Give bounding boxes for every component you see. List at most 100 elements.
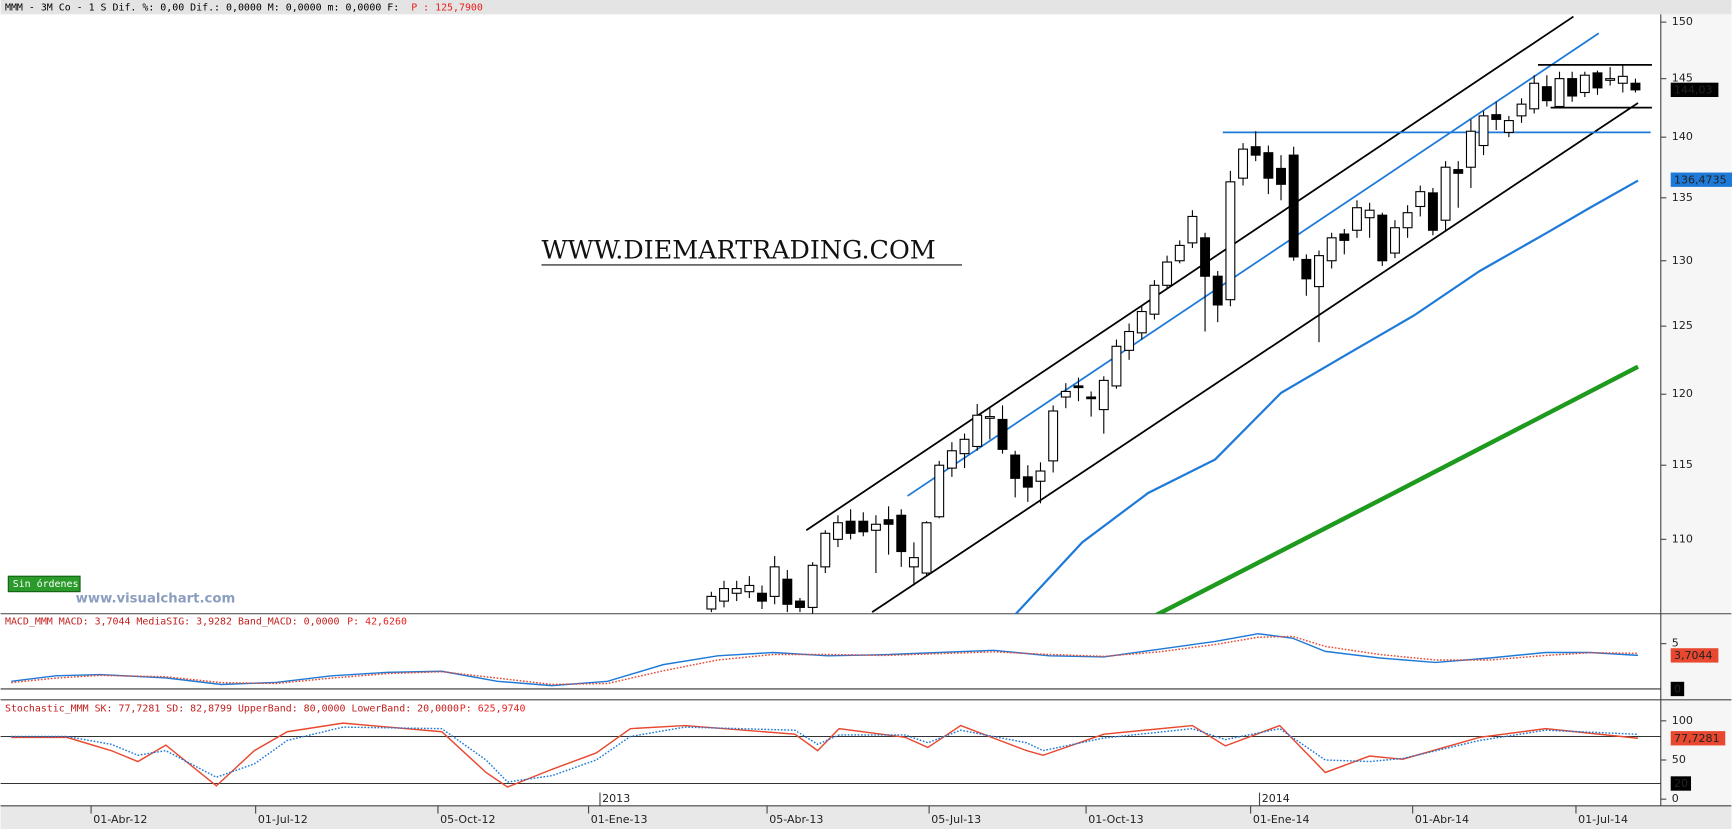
candle-body — [1225, 181, 1236, 301]
header-bar — [0, 0, 1732, 15]
status-button[interactable] — [7, 575, 81, 593]
indicator-line — [11, 635, 1639, 686]
candle-body — [1630, 82, 1641, 91]
axis-marker — [1670, 82, 1719, 98]
candle-body — [946, 450, 957, 469]
y-tick-label: 50 — [1672, 753, 1686, 766]
candle-body — [1200, 237, 1211, 277]
plot-area — [0, 722, 1661, 788]
axis-marker — [1670, 776, 1692, 791]
y-tick-label: 100 — [1672, 714, 1693, 727]
price-axis-area — [1660, 14, 1732, 806]
symbol-header: MMM - 3M Co - 1 S Dif. %: 0,00 Dif.: 0,0… — [5, 3, 399, 14]
candle-body — [908, 557, 919, 568]
candle-body — [845, 520, 856, 534]
trend-line — [907, 32, 1600, 497]
candle-body — [832, 522, 843, 540]
candle-body — [1010, 454, 1021, 479]
indicator-line — [11, 722, 1639, 788]
axis-marker-label: 144,03 — [1674, 83, 1713, 96]
candle-body — [1364, 209, 1375, 219]
y-tick-label: 110 — [1672, 532, 1693, 545]
x-tick-label: 01-Jul-12 — [258, 813, 308, 826]
candle-body — [1567, 78, 1578, 97]
x-tick-label: 01-Jul-14 — [1578, 813, 1628, 826]
candle-body — [1339, 233, 1350, 241]
axis-marker-label: 20 — [1674, 777, 1688, 790]
candle-body — [1022, 476, 1033, 488]
header-price: P : 125,7900 — [411, 3, 483, 14]
candle-body — [1427, 192, 1438, 231]
candle-body — [1554, 78, 1565, 108]
candle-body — [1440, 166, 1451, 221]
candle-body — [1073, 385, 1084, 389]
candle-body — [1086, 396, 1097, 400]
candle-body — [1149, 284, 1160, 315]
candle-body — [1098, 379, 1109, 411]
indicator-line — [11, 726, 1639, 783]
candle-body — [820, 532, 831, 568]
candle-body — [883, 519, 894, 525]
candle-body — [1605, 78, 1616, 81]
candle-body — [1035, 470, 1046, 482]
source-label: www.visualchart.com — [76, 591, 236, 606]
x-tick-label: 01-Abr-12 — [93, 813, 147, 826]
status-label[interactable]: Sin órdenes — [13, 578, 79, 590]
candle-body — [896, 514, 907, 553]
y-tick-label: 5 — [1672, 637, 1679, 650]
candle-body — [1529, 82, 1540, 110]
candle-body — [858, 520, 869, 533]
candle-body — [1541, 86, 1552, 102]
candle-body — [1402, 212, 1413, 229]
y-tick-label: 0 — [1672, 792, 1679, 805]
candle-body — [1377, 214, 1388, 262]
y-tick-label: 140 — [1672, 130, 1693, 143]
candle-body — [1276, 167, 1286, 185]
axis-marker — [1670, 648, 1719, 663]
candle-body — [870, 523, 881, 531]
candle-body — [1453, 169, 1464, 174]
axis-marker-label: 0 — [1674, 683, 1681, 696]
axis-marker-label: 77,7281 — [1674, 732, 1720, 745]
candle-body — [1617, 75, 1628, 84]
y-tick-label: 115 — [1672, 458, 1693, 471]
candle-body — [1478, 115, 1489, 147]
candle-body — [706, 595, 717, 610]
candle-body — [1465, 130, 1476, 168]
candle-body — [1592, 72, 1603, 89]
axis-marker-label: 136,4735 — [1674, 173, 1727, 186]
candle-body — [1060, 390, 1071, 398]
plot-area — [706, 15, 1652, 614]
candle-body — [1503, 120, 1514, 133]
candle-body — [795, 600, 805, 608]
candle-body — [921, 522, 932, 574]
candle-body — [1238, 148, 1249, 179]
candle-body — [1263, 152, 1274, 179]
candle-body — [1516, 103, 1527, 117]
candle-body — [719, 588, 729, 602]
x-tick-label: 01-Oct-13 — [1088, 813, 1143, 826]
x-tick-label: 05-Jul-13 — [931, 813, 981, 826]
candle-body — [1162, 261, 1173, 286]
trend-line — [805, 15, 1574, 532]
plot-area — [0, 633, 1661, 690]
candle-body — [1491, 114, 1502, 120]
axis-marker — [1670, 731, 1726, 746]
candle-body — [782, 578, 793, 605]
candle-body — [807, 564, 818, 608]
candle-body — [959, 438, 970, 455]
candle-body — [1389, 227, 1400, 254]
stochastic-legend: Stochastic_MMM SK: 77,7281 SD: 82,8799 U… — [5, 704, 459, 715]
moving-average — [1153, 364, 1640, 614]
macd-legend: MACD_MMM MACD: 3,7044 MediaSIG: 3,9282 B… — [5, 616, 340, 627]
trend-line — [871, 102, 1639, 613]
x-tick-label: 05-Abr-13 — [769, 813, 823, 826]
year-label: 2014 — [1262, 792, 1290, 805]
candle-body — [997, 418, 1008, 450]
moving-average — [1014, 179, 1639, 614]
y-tick-label: 130 — [1672, 254, 1693, 267]
x-tick-label: 01-Abr-14 — [1415, 813, 1469, 826]
year-label: 2013 — [602, 792, 630, 805]
candle-body — [1250, 146, 1261, 156]
